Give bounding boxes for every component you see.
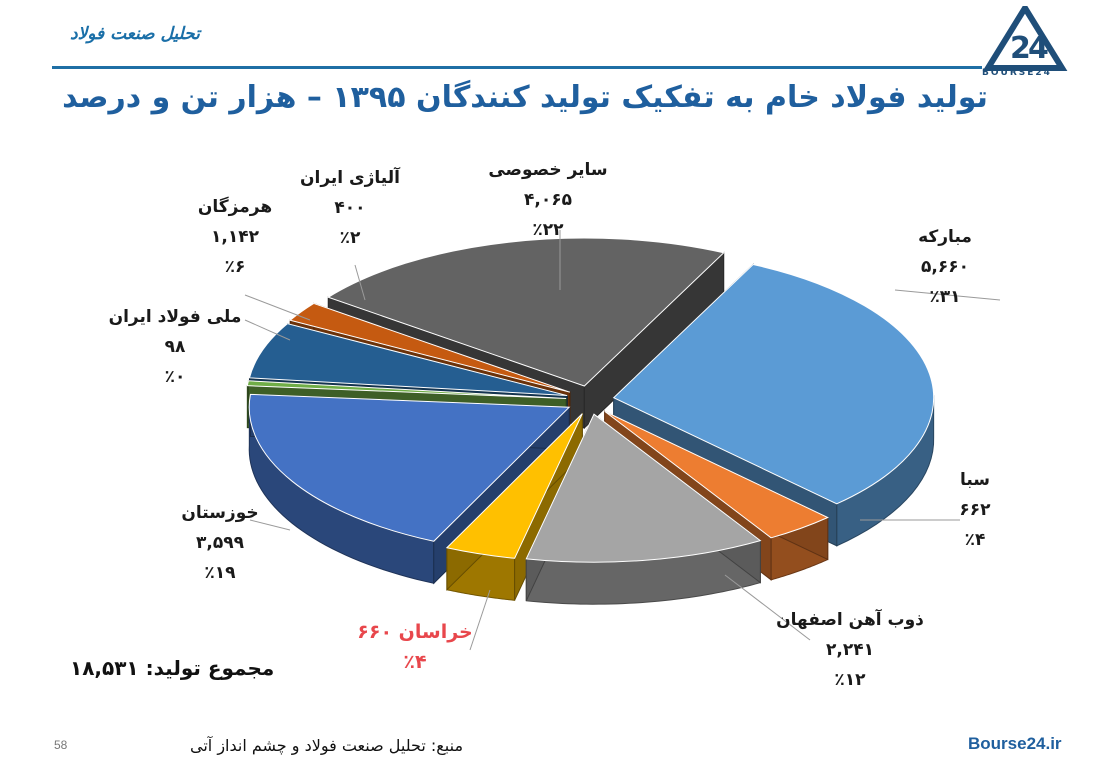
slice-label-value: ۹۸ (165, 337, 186, 357)
svg-text:2: 2 (1010, 31, 1031, 66)
slice-label-percent: ٪۶ (225, 257, 246, 277)
page-title: تولید فولاد خام به تفکیک تولید کنندگان ۱… (62, 80, 988, 115)
slice-label-value: ۴,۰۶۵ (524, 190, 572, 210)
leader-line (249, 519, 291, 531)
leader-line (894, 289, 1001, 301)
pie-slice (327, 237, 725, 387)
pie-slice (525, 413, 762, 563)
slice-label-percent: ٪۲ (340, 228, 361, 248)
total-value: ۱۸,۵۳۱ (70, 656, 139, 680)
leader-line (469, 589, 491, 651)
slice-label-percent: ٪۴ (403, 651, 426, 673)
total-label: مجموع تولید: (145, 656, 275, 680)
pie-slice (289, 302, 571, 393)
slice-label-name: سایر خصوصی (488, 160, 607, 180)
slice-label-percent: ٪۰ (165, 367, 186, 387)
slice-label-name: مبارکه (918, 227, 972, 247)
leader-line (244, 319, 291, 341)
slice-label-percent: ٪۴ (965, 530, 986, 550)
pie-slice (445, 413, 583, 559)
slice-label-name: سبا (960, 470, 990, 490)
header-divider (52, 66, 982, 69)
slice-label-percent: ٪۱۹ (204, 563, 236, 583)
bourse24-logo-icon: 2 4 (982, 6, 1068, 71)
slice-label-value: ۱,۱۴۲ (211, 227, 260, 247)
pie-slice (248, 393, 571, 542)
slice-label-name: آلیاژی ایران (300, 166, 401, 188)
slice-label-name: ملی فولاد ایران (109, 307, 242, 327)
header-brand: تحلیل صنعت فولاد (70, 24, 200, 44)
total-production: مجموع تولید: ۱۸,۵۳۱ (70, 656, 274, 680)
pie-slice (246, 380, 567, 400)
slice-label-percent: ٪۱۲ (834, 670, 866, 690)
leader-line (724, 574, 811, 641)
logo-text: BOURSE24 (982, 68, 1052, 78)
slice-label-value: ۶۶۲ (959, 500, 991, 520)
slice-label-percent: ٪۳۱ (929, 287, 960, 307)
leader-line (244, 294, 311, 321)
pie-slice (612, 263, 935, 505)
svg-text:4: 4 (1028, 31, 1049, 66)
source-note: منبع: تحلیل صنعت فولاد و چشم انداز آتی (190, 736, 464, 755)
slice-label-value: ۴۰۰ (334, 198, 365, 218)
page-number: 58 (54, 738, 68, 752)
site-link[interactable]: Bourse24.ir (968, 734, 1062, 753)
slice-label-name: خوزستان (181, 503, 258, 523)
slice-label-value: ۳,۵۹۹ (196, 533, 245, 553)
slice-label-value: ۲,۲۴۱ (826, 640, 874, 660)
slice-label-value: ۵,۶۶۰ (921, 257, 969, 277)
leader-line (354, 264, 366, 301)
slice-label-percent: ٪۲۲ (532, 220, 564, 240)
pie-slice (604, 410, 829, 539)
slice-label-name: خراسان ۶۶۰ (357, 621, 472, 643)
slice-label-name: ذوب آهن اصفهان (776, 608, 924, 630)
slice-label-name: هرمزگان (198, 196, 272, 217)
pie-slice (248, 323, 568, 397)
